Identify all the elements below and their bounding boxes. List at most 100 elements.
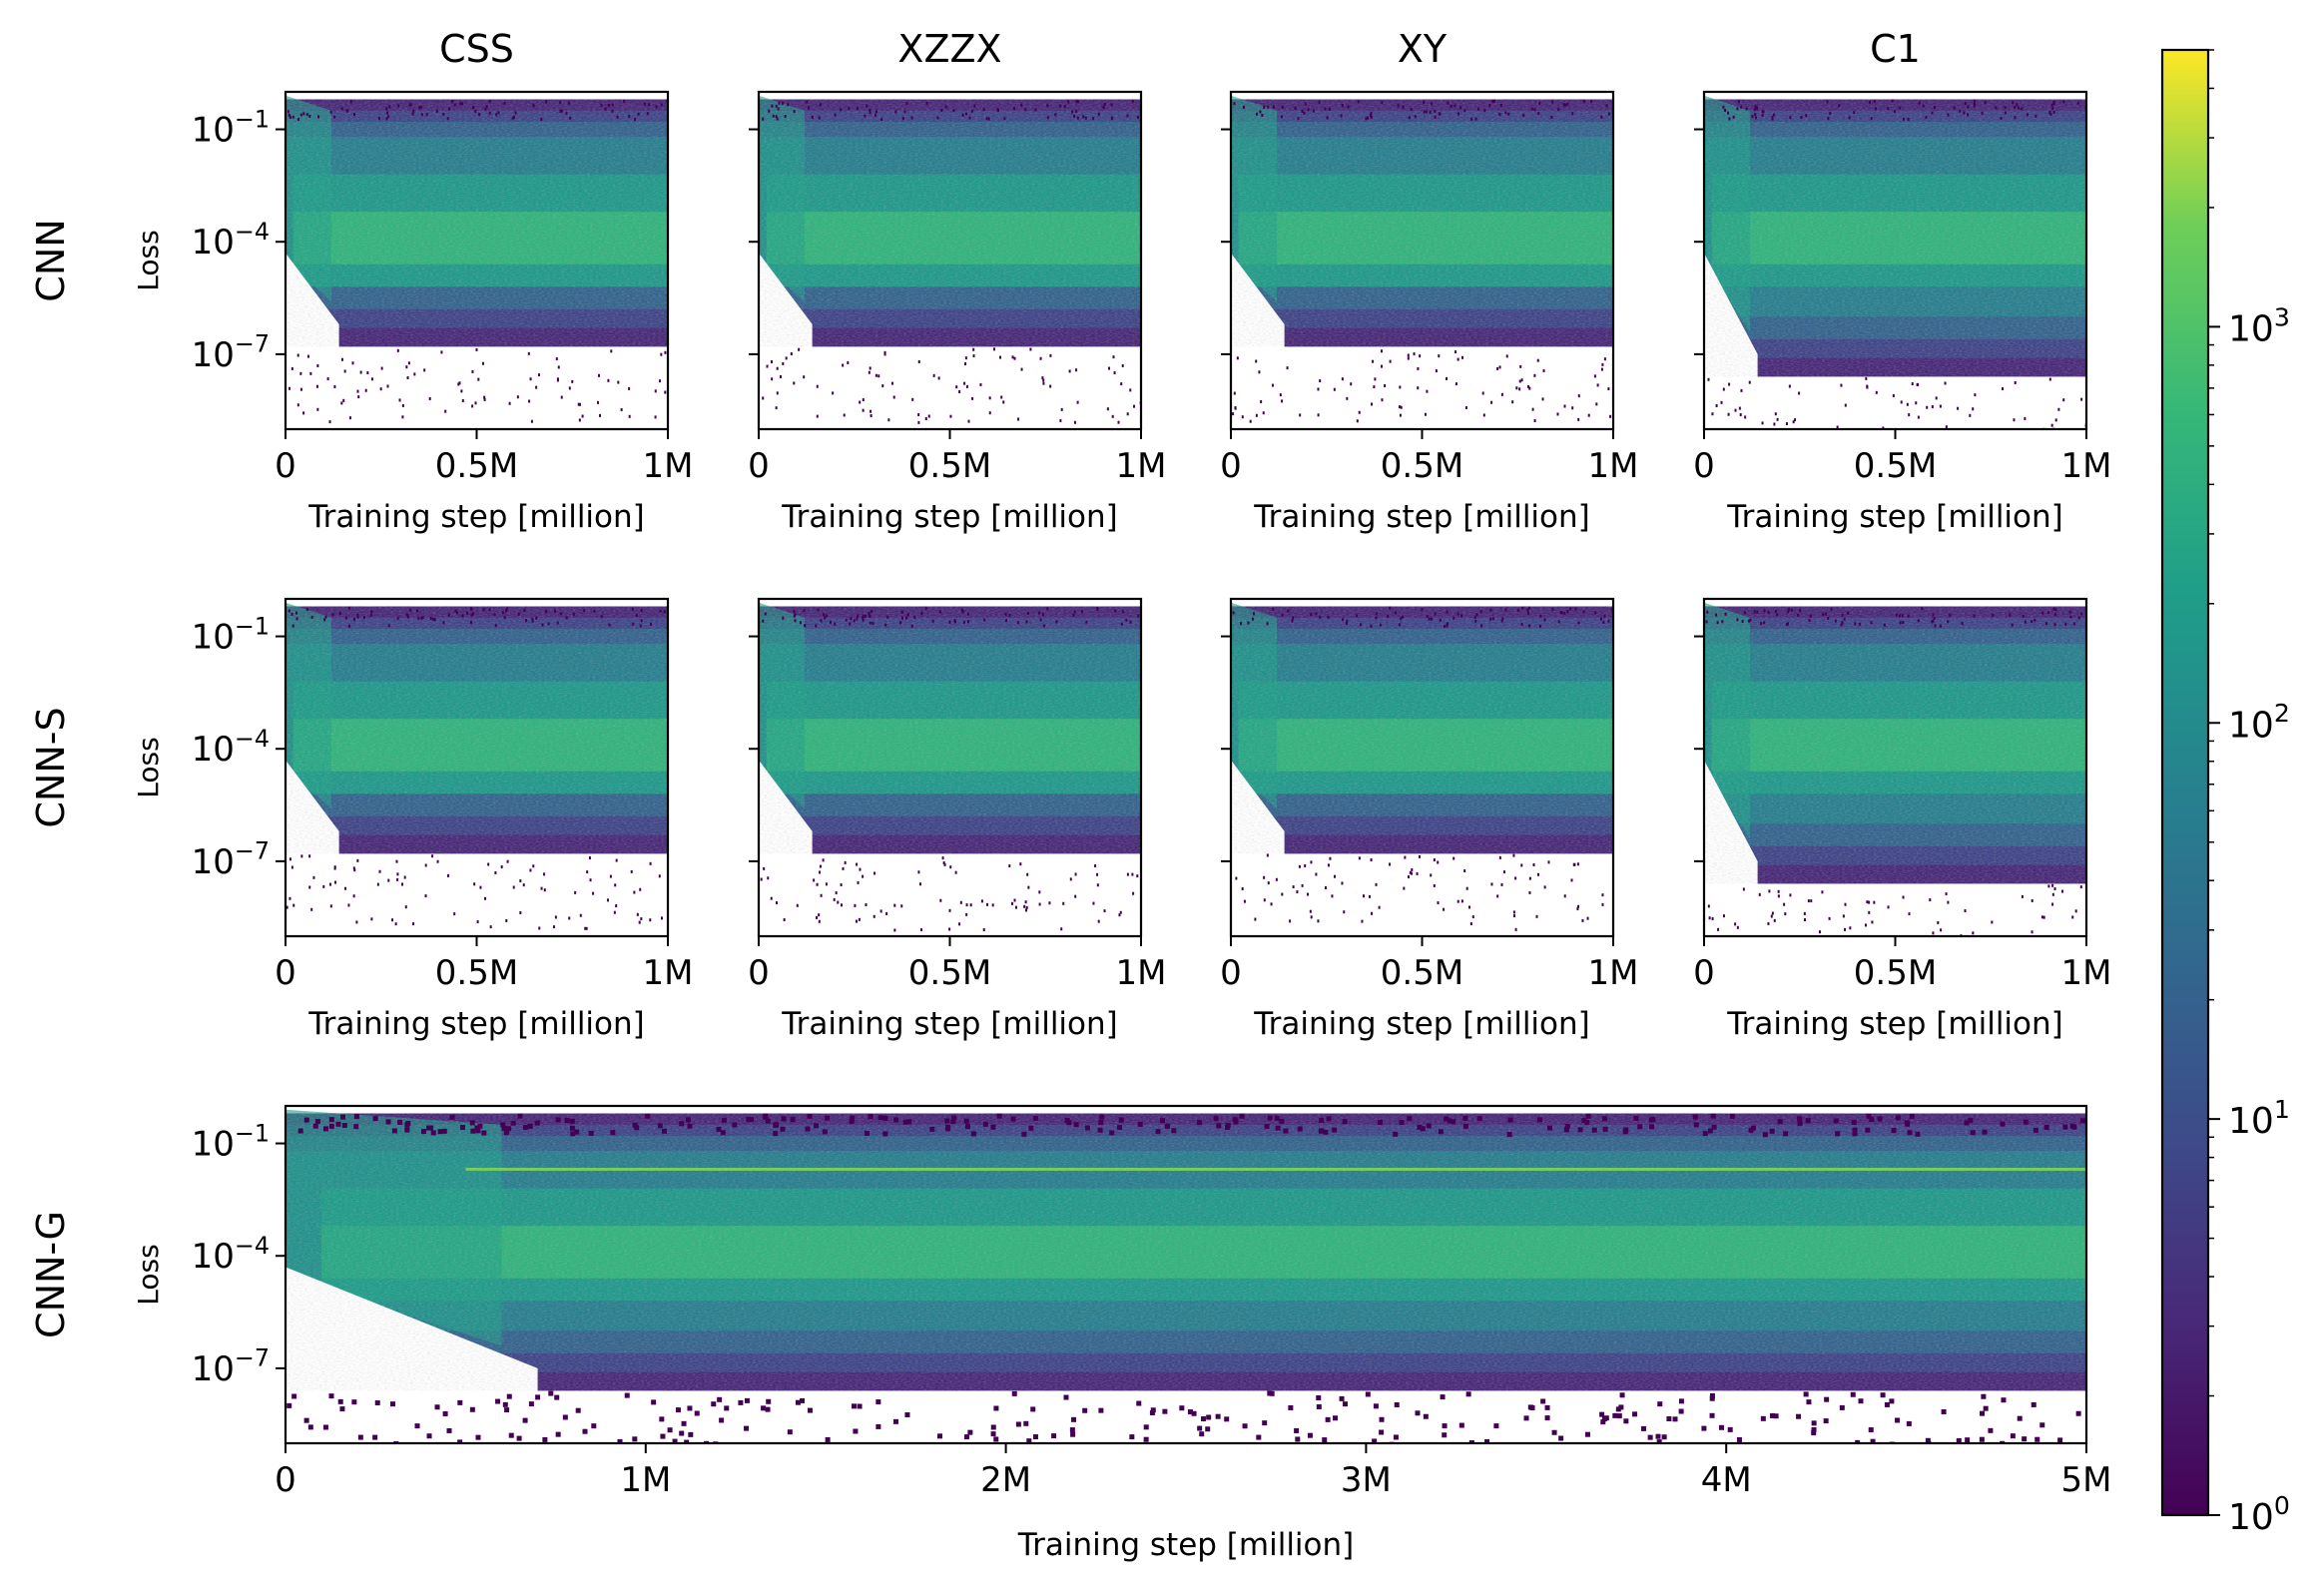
outlier-point [1446, 610, 1449, 614]
outlier-point [2002, 387, 2005, 391]
outlier-point [1069, 1427, 1075, 1433]
outlier-point [660, 1433, 666, 1439]
outlier-point [1771, 116, 1774, 120]
outlier-point [1411, 867, 1414, 871]
outlier-point [1010, 901, 1013, 905]
outlier-point [1498, 365, 1501, 369]
outlier-point [545, 100, 548, 104]
outlier-point [1512, 910, 1515, 914]
outlier-point [1973, 102, 1976, 106]
outlier-point [1839, 1404, 1845, 1410]
outlier-point [762, 117, 765, 121]
outlier-point [1111, 414, 1114, 418]
outlier-point [1423, 110, 1426, 114]
outlier-point [1514, 927, 1517, 931]
outlier-point [1063, 104, 1066, 108]
outlier-point [1371, 402, 1374, 406]
outlier-point [776, 117, 779, 121]
outlier-point [609, 874, 612, 878]
outlier-point [1812, 942, 1814, 945]
outlier-point [418, 106, 421, 110]
outlier-point [404, 905, 407, 909]
outlier-point [1601, 893, 1604, 897]
outlier-point [1500, 392, 1503, 396]
outlier-point [391, 1128, 397, 1134]
outlier-point [2051, 892, 2054, 896]
outlier-point [376, 882, 379, 886]
outlier-point [1889, 1398, 1895, 1404]
outlier-point [328, 420, 331, 424]
outlier-point [1288, 1404, 1294, 1410]
outlier-point [2000, 116, 2003, 120]
outlier-point [1068, 369, 1071, 373]
outlier-point [353, 868, 356, 872]
outlier-point [565, 616, 568, 620]
outlier-point [1777, 889, 1780, 893]
outlier-point [347, 903, 350, 907]
y-tick-label: 10−7 [192, 1344, 270, 1389]
outlier-point [1968, 1117, 1974, 1123]
outlier-point [1118, 1117, 1124, 1123]
outlier-point [1501, 617, 1504, 621]
x-tick-label: 1M [2061, 953, 2112, 993]
outlier-point [1259, 110, 1262, 114]
outlier-point [404, 1122, 410, 1128]
outlier-point [610, 349, 613, 353]
outlier-point [1858, 1398, 1864, 1404]
outlier-point [417, 616, 420, 620]
outlier-point [1041, 376, 1044, 380]
outlier-point [965, 912, 968, 916]
outlier-point [347, 606, 350, 610]
outlier-point [1365, 117, 1368, 121]
column-title-c1: C1 [1870, 27, 1921, 71]
outlier-point [634, 1125, 640, 1131]
outlier-point [840, 883, 843, 887]
outlier-point [1870, 117, 1873, 121]
outlier-point [1034, 108, 1037, 112]
outlier-point [378, 869, 381, 873]
outlier-point [1030, 1406, 1036, 1412]
outlier-point [1294, 1427, 1300, 1433]
x-tick-label: 0.5M [1381, 953, 1463, 993]
outlier-point [2062, 938, 2064, 941]
outlier-point [1447, 1118, 1452, 1124]
outlier-point [1097, 919, 1100, 923]
outlier-point [1833, 1118, 1839, 1124]
outlier-point [917, 870, 920, 874]
outlier-point [1119, 910, 1122, 914]
outlier-point [840, 903, 843, 907]
outlier-point [1500, 619, 1503, 623]
outlier-point [775, 406, 778, 410]
outlier-point [1956, 1437, 1962, 1443]
outlier-point [1062, 901, 1065, 905]
outlier-point [1304, 102, 1307, 106]
outlier-point [1310, 860, 1313, 864]
outlier-point [893, 928, 896, 932]
outlier-point [1408, 116, 1411, 120]
outlier-point [1918, 101, 1921, 105]
outlier-point [617, 1438, 623, 1443]
outlier-point [1964, 102, 1967, 106]
outlier-point [288, 609, 290, 613]
outlier-point [411, 112, 414, 116]
outlier-point [355, 920, 358, 924]
outlier-point [1800, 115, 1803, 119]
outlier-point [324, 615, 327, 619]
outlier-point [436, 859, 439, 863]
outlier-point [1831, 439, 1833, 442]
outlier-point [862, 615, 865, 619]
outlier-point [1046, 104, 1049, 108]
outlier-point [1926, 1440, 1932, 1443]
outlier-point [1520, 863, 1523, 867]
outlier-point [654, 415, 657, 419]
noise-texture [1704, 99, 2086, 377]
outlier-point [475, 347, 478, 351]
outlier-point [760, 877, 763, 881]
outlier-point [965, 903, 968, 907]
outlier-point [1085, 620, 1088, 624]
outlier-point [317, 115, 320, 119]
outlier-point [1770, 914, 1773, 918]
outlier-point [1092, 901, 1095, 905]
noise-texture [286, 99, 668, 347]
outlier-point [892, 1418, 898, 1424]
